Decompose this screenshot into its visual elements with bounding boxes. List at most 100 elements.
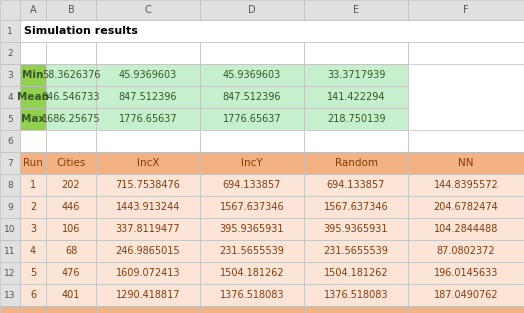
Bar [0, 152, 20, 174]
Bar [96, 130, 200, 152]
Bar [0, 306, 20, 313]
Bar [96, 284, 200, 306]
Bar [408, 130, 524, 152]
Text: 187.0490762: 187.0490762 [434, 290, 498, 300]
Bar [0, 42, 20, 64]
Bar [46, 0, 96, 20]
Bar [200, 108, 304, 130]
Bar [96, 108, 200, 130]
Bar [46, 262, 96, 284]
Bar [304, 0, 408, 20]
Text: Cities: Cities [56, 158, 86, 168]
Bar [0, 196, 20, 218]
Text: 847.512396: 847.512396 [119, 92, 177, 102]
Bar [408, 152, 524, 174]
Text: Mean: Mean [17, 92, 49, 102]
Bar [304, 240, 408, 262]
Text: 401: 401 [62, 290, 80, 300]
Bar [200, 130, 304, 152]
Text: 2: 2 [7, 49, 13, 58]
Text: 33.3717939: 33.3717939 [327, 70, 385, 80]
Bar [408, 262, 524, 284]
Bar [46, 64, 96, 86]
Bar [46, 86, 96, 108]
Bar [200, 262, 304, 284]
Bar [20, 20, 524, 42]
Bar [96, 262, 200, 284]
Bar [20, 0, 46, 20]
Bar [200, 152, 304, 174]
Text: IncY: IncY [241, 158, 263, 168]
Text: Simulation results: Simulation results [24, 26, 138, 36]
Text: 68: 68 [65, 246, 77, 256]
Bar [304, 152, 408, 174]
Text: 106: 106 [62, 224, 80, 234]
Bar [46, 130, 96, 152]
Bar [304, 262, 408, 284]
Text: 1567.637346: 1567.637346 [324, 202, 388, 212]
Text: 144.8395572: 144.8395572 [434, 180, 498, 190]
Text: 476: 476 [62, 268, 80, 278]
Bar [46, 152, 96, 174]
Bar [408, 218, 524, 240]
Bar [200, 64, 304, 86]
Bar [0, 20, 20, 42]
Bar [0, 130, 20, 152]
Text: NN: NN [458, 158, 474, 168]
Bar [96, 240, 200, 262]
Text: 847.512396: 847.512396 [223, 92, 281, 102]
Text: 8: 8 [7, 181, 13, 189]
Text: Min: Min [23, 70, 43, 80]
Bar [0, 0, 20, 20]
Text: 1376.518083: 1376.518083 [324, 290, 388, 300]
Text: Random: Random [334, 158, 377, 168]
Text: 141.422294: 141.422294 [327, 92, 385, 102]
Bar [200, 306, 304, 313]
Text: 9: 9 [7, 203, 13, 212]
Text: Max: Max [21, 114, 45, 124]
Bar [20, 86, 46, 108]
Text: 337.8119477: 337.8119477 [116, 224, 180, 234]
Bar [200, 196, 304, 218]
Text: Run: Run [23, 158, 43, 168]
Text: 3: 3 [30, 224, 36, 234]
Text: 395.9365931: 395.9365931 [324, 224, 388, 234]
Bar [408, 0, 524, 20]
Text: 5: 5 [30, 268, 36, 278]
Bar [200, 284, 304, 306]
Text: 10: 10 [4, 224, 16, 233]
Text: 196.0145633: 196.0145633 [434, 268, 498, 278]
Text: 1443.913244: 1443.913244 [116, 202, 180, 212]
Text: 715.7538476: 715.7538476 [116, 180, 180, 190]
Bar [408, 196, 524, 218]
Text: 1609.072413: 1609.072413 [116, 268, 180, 278]
Bar [408, 240, 524, 262]
Text: 694.133857: 694.133857 [327, 180, 385, 190]
Bar [200, 0, 304, 20]
Bar [46, 284, 96, 306]
Text: 231.5655539: 231.5655539 [323, 246, 388, 256]
Bar [96, 174, 200, 196]
Bar [96, 0, 200, 20]
Bar [20, 240, 46, 262]
Bar [304, 284, 408, 306]
Bar [0, 86, 20, 108]
Text: 218.750139: 218.750139 [327, 114, 385, 124]
Text: B: B [68, 5, 74, 15]
Text: 202: 202 [62, 180, 80, 190]
Bar [46, 42, 96, 64]
Bar [20, 218, 46, 240]
Text: 2: 2 [30, 202, 36, 212]
Text: 1376.518083: 1376.518083 [220, 290, 284, 300]
Bar [96, 306, 200, 313]
Bar [200, 218, 304, 240]
Text: 846.546733: 846.546733 [42, 92, 100, 102]
Bar [96, 152, 200, 174]
Bar [20, 108, 46, 130]
Text: 104.2844488: 104.2844488 [434, 224, 498, 234]
Bar [0, 218, 20, 240]
Bar [304, 306, 408, 313]
Text: 45.9369603: 45.9369603 [119, 70, 177, 80]
Text: 246.9865015: 246.9865015 [116, 246, 180, 256]
Text: 446: 446 [62, 202, 80, 212]
